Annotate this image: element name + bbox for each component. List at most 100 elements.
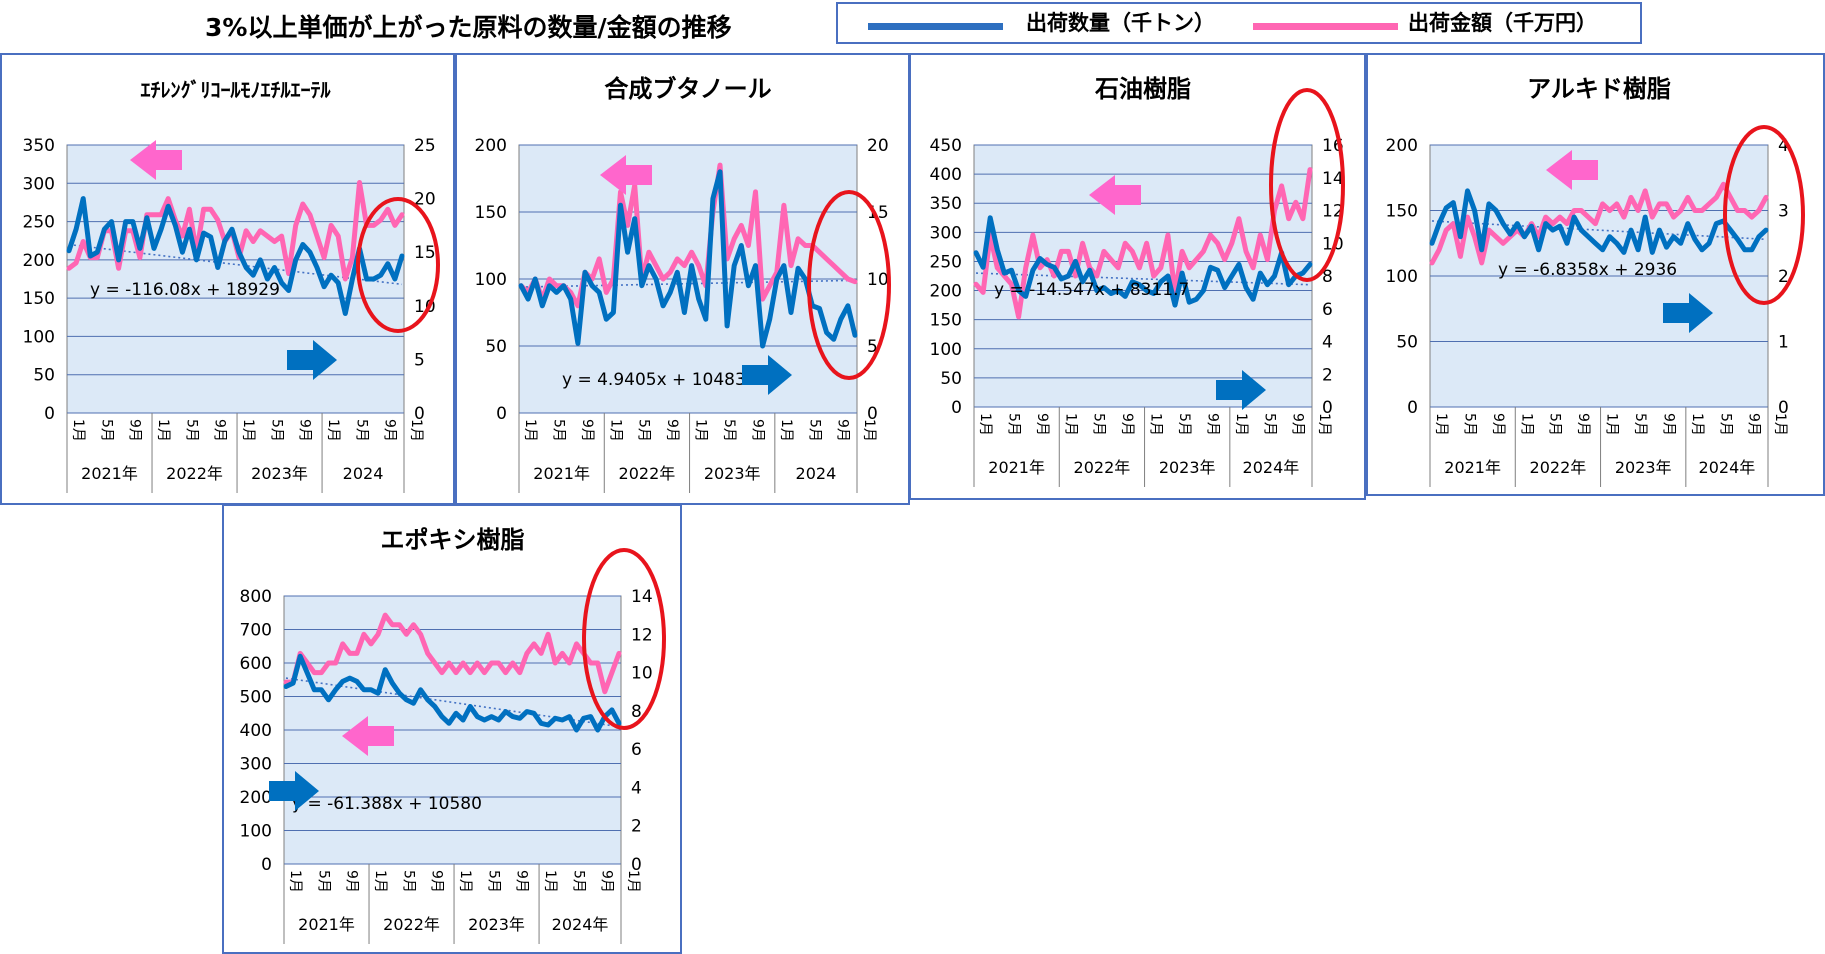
chart2-arrow-right-icon bbox=[742, 355, 792, 395]
chart5-arrow-left-icon bbox=[342, 716, 394, 756]
chart5-arrow-right-icon bbox=[269, 771, 319, 811]
chart2-month-tick: 9月 bbox=[749, 419, 765, 442]
chart2-month-tick: 1月 bbox=[693, 419, 709, 442]
chart-panel-epoxy-resin: エポキシ樹脂 0 100 200 300 400 500 600 700 800 0 2 4 6 8 10 12… bbox=[222, 504, 682, 954]
chart1-left-tick: 350 bbox=[23, 136, 55, 156]
chart2-left-tick: 100 bbox=[475, 270, 507, 290]
chart-svg-alkyd-resin: アルキド樹脂 0 50 100 150 200 0 1 2 3 4 y = -6.8358x + 29… bbox=[1386, 75, 1805, 487]
chart4-year-label: 2021年 bbox=[1444, 458, 1501, 477]
chart3-left-tick: 300 bbox=[930, 223, 962, 243]
chart3-month-tick: 5月 bbox=[1176, 413, 1192, 436]
chart4-month-tick: 9月 bbox=[1490, 413, 1506, 436]
chart1-month-tick: 1月 bbox=[408, 419, 424, 442]
chart4-highlight-circle bbox=[1723, 125, 1805, 305]
chart1-left-tick: 150 bbox=[23, 289, 55, 309]
chart1-year-label: 2021年 bbox=[81, 464, 138, 483]
chart-panel-alkyd-resin: アルキド樹脂 0 50 100 150 200 0 1 2 3 4 y = -6.8358x + 29… bbox=[1366, 53, 1825, 496]
chart3-highlight-circle bbox=[1269, 88, 1345, 282]
chart5-month-tick: 5月 bbox=[485, 870, 501, 893]
chart4-year-label: 2023年 bbox=[1615, 458, 1672, 477]
chart5-year-label: 2021年 bbox=[298, 915, 355, 934]
legend-quantity-swatch bbox=[868, 23, 1003, 30]
chart4-title: アルキド樹脂 bbox=[1527, 75, 1671, 103]
chart5-right-tick: 14 bbox=[631, 587, 653, 607]
chart5-left-tick: 700 bbox=[240, 621, 272, 641]
chart1-month-tick: 9月 bbox=[382, 419, 398, 442]
chart5-left-tick: 200 bbox=[240, 788, 272, 808]
chart1-right-tick: 0 bbox=[414, 404, 425, 424]
chart1-left-tick: 100 bbox=[23, 327, 55, 347]
chart1-month-tick: 5月 bbox=[268, 419, 284, 442]
chart3-month-tick: 1月 bbox=[1062, 413, 1078, 436]
chart5-right-tick: 8 bbox=[631, 702, 642, 722]
chart4-month-tick: 1月 bbox=[1772, 413, 1788, 436]
chart2-left-tick: 200 bbox=[475, 136, 507, 156]
chart5-series-amount bbox=[283, 612, 622, 695]
chart2-month-tick: 5月 bbox=[721, 419, 737, 442]
chart-panel-butanol: 合成ブタノール 0 50 100 150 200 0 5 10 15 20 y = 4.9405x +… bbox=[455, 53, 910, 505]
chart1-left-tick: 250 bbox=[23, 213, 55, 233]
chart1-month-tick: 1月 bbox=[70, 419, 86, 442]
chart4-left-tick: 200 bbox=[1386, 136, 1418, 156]
chart1-month-tick: 9月 bbox=[212, 419, 228, 442]
chart1-month-tick: 5月 bbox=[98, 419, 114, 442]
chart3-year-label: 2024年 bbox=[1243, 458, 1300, 477]
chart-panel-ethylene-glycol: ｴﾁﾚﾝｸﾞﾘｺｰﾙﾓﾉｴﾁﾙｴｰﾃﾙ 0 50 100 150 200 250 300 350… bbox=[0, 53, 455, 505]
chart3-month-tick: 9月 bbox=[1034, 413, 1050, 436]
chart3-month-tick: 1月 bbox=[977, 413, 993, 436]
chart1-left-tick: 200 bbox=[23, 251, 55, 271]
chart4-month-tick: 5月 bbox=[1717, 413, 1733, 436]
chart2-series-quantity bbox=[518, 169, 858, 349]
chart2-year-label: 2021年 bbox=[533, 464, 590, 483]
chart4-left-tick: 150 bbox=[1386, 202, 1418, 222]
chart4-right-tick: 4 bbox=[1778, 136, 1789, 156]
chart4-month-tick: 9月 bbox=[1660, 413, 1676, 436]
chart4-right-tick: 2 bbox=[1778, 267, 1789, 287]
chart1-month-tick: 5月 bbox=[183, 419, 199, 442]
chart2-month-tick: 5月 bbox=[806, 419, 822, 442]
chart5-highlight-circle bbox=[582, 548, 666, 730]
chart2-highlight-circle bbox=[807, 190, 891, 380]
chart2-left-tick: 50 bbox=[485, 337, 507, 357]
chart5-left-tick: 500 bbox=[240, 688, 272, 708]
chart2-right-tick: 0 bbox=[867, 404, 878, 424]
chart3-month-tick: 5月 bbox=[1005, 413, 1021, 436]
legend-amount-label: 出荷金額（千万円） bbox=[1408, 11, 1597, 35]
chart2-left-tick: 150 bbox=[475, 203, 507, 223]
chart2-right-tick: 5 bbox=[867, 337, 878, 357]
chart3-trend-equation: y = -14.547x + 8311.7 bbox=[994, 280, 1189, 300]
chart5-right-tick: 2 bbox=[631, 817, 642, 837]
chart4-right-tick: 0 bbox=[1778, 398, 1789, 418]
chart2-month-tick: 5月 bbox=[550, 419, 566, 442]
chart4-right-tick: 3 bbox=[1778, 202, 1789, 222]
chart3-arrow-left-icon bbox=[1089, 175, 1141, 215]
chart3-month-tick: 9月 bbox=[1290, 413, 1306, 436]
chart1-right-tick: 5 bbox=[414, 350, 425, 370]
chart1-month-tick: 5月 bbox=[353, 419, 369, 442]
chart5-year-label: 2023年 bbox=[468, 915, 525, 934]
chart2-arrow-left-icon bbox=[600, 155, 652, 195]
chart2-month-tick: 9月 bbox=[835, 419, 851, 442]
chart4-arrow-right-icon bbox=[1663, 293, 1713, 333]
chart5-left-tick: 300 bbox=[240, 755, 272, 775]
chart1-right-tick: 25 bbox=[414, 136, 436, 156]
chart1-year-label: 2022年 bbox=[166, 464, 223, 483]
chart2-year-label: 2022年 bbox=[619, 464, 676, 483]
chart2-month-tick: 1月 bbox=[778, 419, 794, 442]
chart5-right-tick: 10 bbox=[631, 664, 653, 684]
chart4-arrow-left-icon bbox=[1546, 150, 1598, 190]
chart5-month-tick: 1月 bbox=[625, 870, 641, 893]
chart3-right-tick: 12 bbox=[1322, 202, 1344, 222]
chart-svg-epoxy-resin: エポキシ樹脂 0 100 200 300 400 500 600 700 800 0 2 4 6 8 10 12… bbox=[240, 526, 666, 944]
chart2-series-amount bbox=[518, 162, 858, 309]
chart5-series-quantity bbox=[283, 653, 622, 733]
chart2-year-label: 2024 bbox=[796, 464, 837, 483]
chart4-year-label: 2024年 bbox=[1699, 458, 1756, 477]
chart3-right-tick: 6 bbox=[1322, 300, 1333, 320]
chart3-left-tick: 0 bbox=[951, 398, 962, 418]
chart5-year-label: 2022年 bbox=[383, 915, 440, 934]
chart3-year-label: 2022年 bbox=[1074, 458, 1131, 477]
chart2-month-tick: 1月 bbox=[861, 419, 877, 442]
chart5-month-tick: 9月 bbox=[429, 870, 445, 893]
chart3-series-amount bbox=[973, 167, 1313, 320]
